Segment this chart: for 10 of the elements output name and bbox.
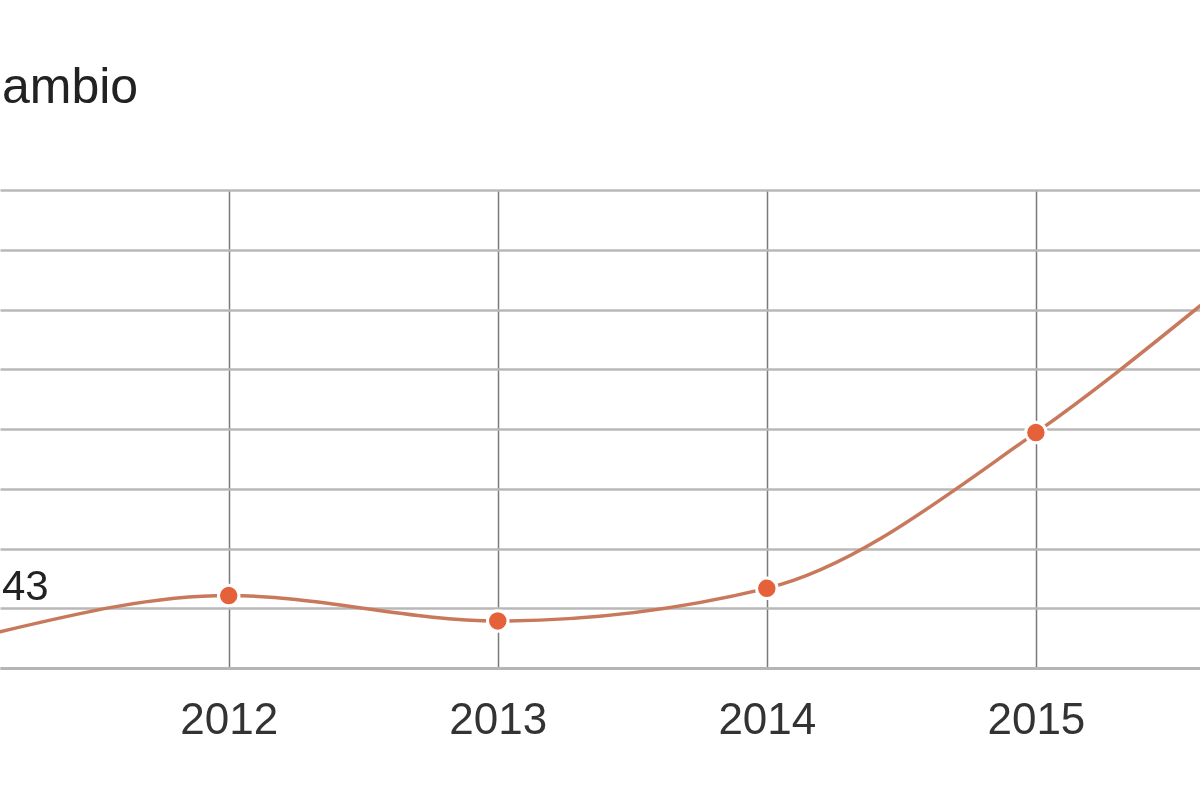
point — [216, 583, 241, 608]
x-tick-label: 2015 — [987, 693, 1086, 743]
x-tick-label: 2014 — [718, 693, 817, 743]
point — [755, 576, 779, 601]
point — [1024, 420, 1048, 445]
annotation: 43 — [2, 562, 49, 609]
x-tick-label: 2012 — [180, 693, 279, 743]
x-tick-label: 2013 — [449, 693, 548, 743]
point — [486, 609, 510, 633]
chart-title: ambio — [2, 58, 139, 114]
